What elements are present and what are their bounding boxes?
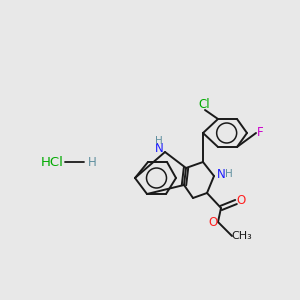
Text: Cl: Cl [198,98,210,112]
Text: N: N [154,142,164,155]
Text: O: O [208,217,217,230]
Text: HCl: HCl [40,155,63,169]
Text: H: H [88,155,96,169]
Text: N: N [217,167,225,181]
Text: F: F [257,127,263,140]
Text: H: H [225,169,233,179]
Text: O: O [236,194,246,206]
Text: CH₃: CH₃ [232,231,252,241]
Text: H: H [155,136,163,146]
